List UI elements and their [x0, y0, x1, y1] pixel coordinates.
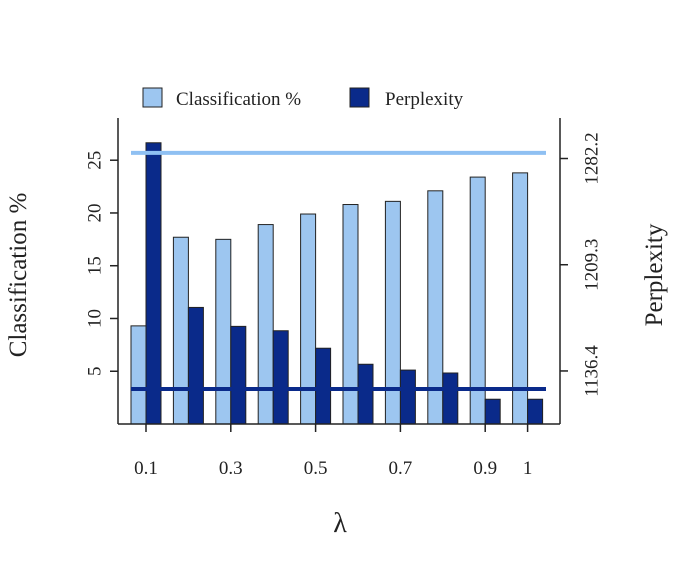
axes: 5 10 15 20 25 1136.4 1209.3 1282.2 0.1 0.3 0.5 0.7 0…	[85, 118, 603, 479]
bar-perplexity-0.8	[442, 372, 459, 425]
y2-tick-label-2: 1282.2	[582, 132, 603, 184]
x-tick-label-0.9: 0.9	[473, 458, 497, 479]
y-tick-label-5: 5	[85, 366, 106, 376]
legend-swatch-classification	[142, 87, 163, 108]
bar-perplexity-0.5	[315, 347, 332, 425]
bar-classification-0.2	[172, 236, 189, 425]
bar-classification-1	[512, 172, 529, 425]
plot-area	[130, 142, 546, 425]
x-tick-label-0.1: 0.1	[134, 458, 158, 479]
x-tick-label-1: 1	[523, 458, 533, 479]
y-axis-label: Classification %	[5, 193, 32, 358]
bar-classification-0.4	[257, 224, 274, 425]
bar-perplexity-0.9	[484, 398, 501, 425]
y-tick-label-25: 25	[85, 151, 106, 170]
bar-classification-0.9	[469, 176, 486, 425]
y2-tick-label-0: 1136.4	[582, 345, 603, 397]
bar-classification-0.5	[300, 213, 317, 425]
legend: Classification % Perplexity	[142, 87, 464, 110]
legend-label-perplexity: Perplexity	[385, 89, 464, 110]
bar-classification-0.3	[215, 238, 232, 425]
y-tick-label-10: 10	[85, 309, 106, 328]
x-tick-label-0.7: 0.7	[389, 458, 413, 479]
bar-perplexity-1	[527, 398, 544, 425]
y2-axis-label: Perplexity	[641, 223, 668, 326]
bar-classification-0.1	[130, 325, 147, 425]
bar-perplexity-0.4	[272, 330, 289, 425]
bar-classification-0.6	[342, 204, 359, 425]
legend-label-classification: Classification %	[176, 89, 301, 110]
bar-perplexity-0.3	[230, 325, 247, 425]
y-tick-label-15: 15	[85, 256, 106, 275]
bar-perplexity-0.1	[145, 142, 162, 425]
bar-perplexity-0.2	[187, 306, 204, 425]
x-axis-label: λ	[333, 508, 347, 539]
x-tick-label-0.3: 0.3	[219, 458, 243, 479]
y2-tick-label-1: 1209.3	[582, 239, 603, 291]
legend-swatch-perplexity	[349, 87, 370, 108]
bar-perplexity-0.7	[399, 369, 416, 425]
x-tick-label-0.5: 0.5	[304, 458, 328, 479]
y-tick-label-20: 20	[85, 203, 106, 222]
bar-perplexity-0.6	[357, 363, 374, 425]
